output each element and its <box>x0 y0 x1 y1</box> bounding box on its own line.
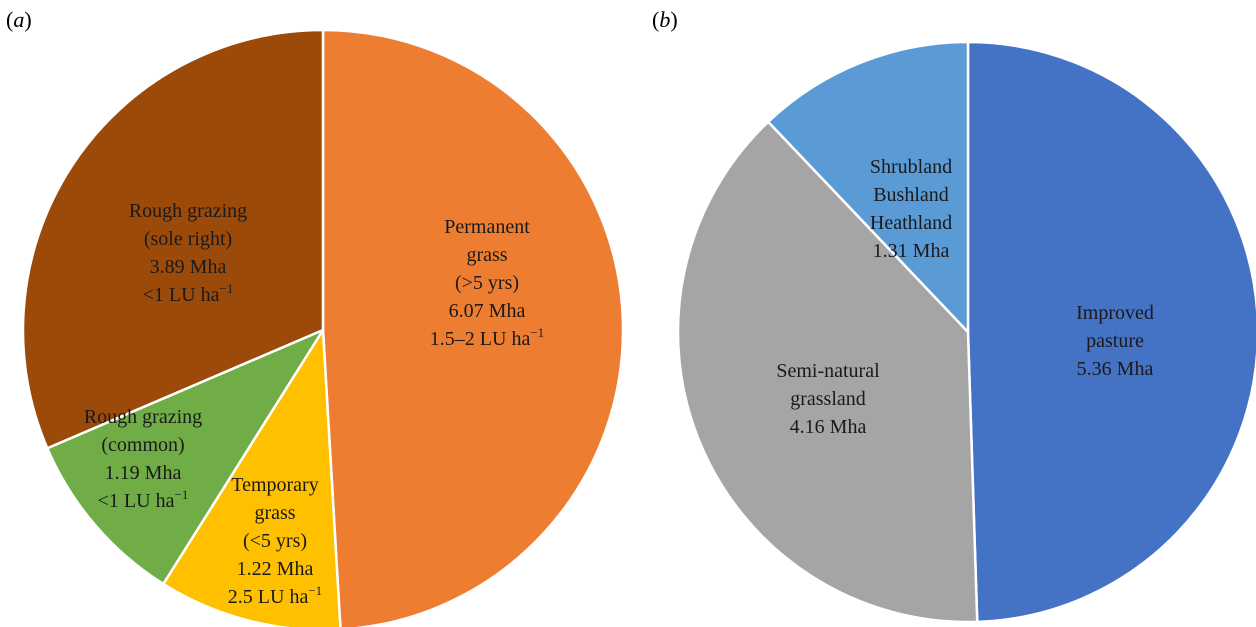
slice-label-a-0: Permanent grass (>5 yrs) 6.07 Mha 1.5–2 LU h… <box>430 216 544 350</box>
pie-slice-a-3 <box>21 28 325 450</box>
pie-slice-b-0 <box>966 40 1256 624</box>
slice-label-b-1: Semi-natural grassland 4.16 Mha <box>776 360 880 438</box>
slice-label-b-2: Shrubland Bushland Heathland 1.31 Mha <box>870 156 952 262</box>
slice-label-a-1: Temporary grass (<5 yrs) 1.22 Mha 2.5 LU ha−… <box>228 474 322 608</box>
pie-slice-b-2 <box>766 40 970 334</box>
pie-chart-a: Permanent grass (>5 yrs) 6.07 Mha 1.5–2 LU h… <box>21 28 625 627</box>
panel-label-a: (a) <box>6 7 32 32</box>
slice-label-b-0: Improved pasture 5.36 Mha <box>1076 302 1154 380</box>
pie-chart-b: Improved pasture 5.36 Mha Semi-natural grass… <box>676 40 1256 624</box>
pie-slice-a-0 <box>321 28 625 627</box>
pie-slice-a-2 <box>46 328 325 586</box>
pie-slice-a-1 <box>162 328 342 627</box>
panel-label-b: (b) <box>652 7 678 32</box>
slice-label-a-2: Rough grazing (common) 1.19 Mha <1 LU ha−1 <box>84 406 202 512</box>
slice-label-a-3: Rough grazing (sole right) 3.89 Mha <1 LU h… <box>129 200 247 306</box>
pie-slice-b-1 <box>676 120 979 624</box>
